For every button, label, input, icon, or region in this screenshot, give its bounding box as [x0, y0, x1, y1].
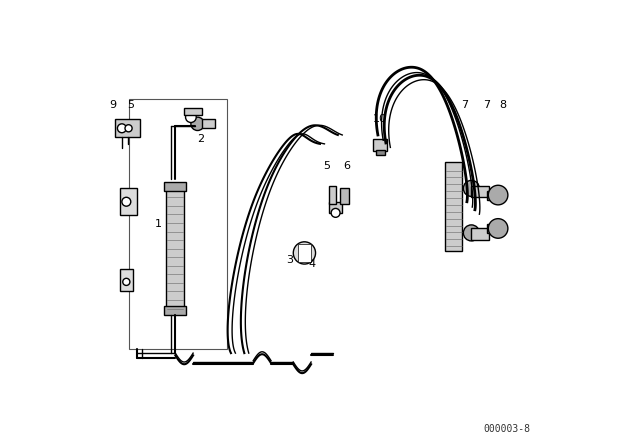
Bar	[298, 244, 311, 262]
Bar	[164, 306, 186, 315]
Circle shape	[191, 117, 204, 130]
Text: 9: 9	[109, 100, 116, 111]
Circle shape	[122, 197, 131, 206]
Text: 6: 6	[343, 160, 350, 171]
Text: 7: 7	[461, 100, 468, 111]
Text: 5: 5	[323, 160, 330, 171]
Circle shape	[331, 208, 340, 217]
Circle shape	[186, 112, 196, 122]
Text: 7: 7	[483, 100, 490, 111]
Text: 8: 8	[499, 100, 506, 111]
Circle shape	[488, 185, 508, 205]
Bar	[202, 119, 216, 128]
Circle shape	[463, 181, 479, 196]
Bar	[472, 186, 489, 197]
Circle shape	[293, 242, 316, 264]
Text: 10: 10	[373, 114, 387, 124]
Text: 1: 1	[155, 219, 162, 229]
Circle shape	[123, 278, 130, 285]
Bar	[376, 150, 385, 155]
Text: 5: 5	[127, 100, 134, 111]
Bar	[340, 188, 349, 204]
Bar	[329, 202, 342, 213]
Text: 000003-8: 000003-8	[483, 424, 531, 434]
Text: 3: 3	[286, 254, 293, 265]
Text: 2: 2	[198, 134, 205, 144]
Bar	[120, 188, 138, 215]
Text: 4: 4	[309, 259, 316, 269]
Bar	[487, 190, 500, 199]
Circle shape	[488, 219, 508, 238]
Bar	[166, 188, 184, 313]
Bar	[487, 224, 500, 233]
Bar	[115, 119, 140, 137]
Bar	[120, 268, 133, 291]
Bar	[472, 228, 489, 240]
Circle shape	[125, 125, 132, 132]
Bar	[445, 162, 463, 251]
Bar	[184, 108, 202, 115]
Circle shape	[463, 225, 479, 241]
Bar	[373, 139, 387, 151]
Bar	[164, 182, 186, 190]
Bar	[129, 99, 227, 349]
Circle shape	[117, 124, 126, 133]
Bar	[329, 186, 335, 204]
